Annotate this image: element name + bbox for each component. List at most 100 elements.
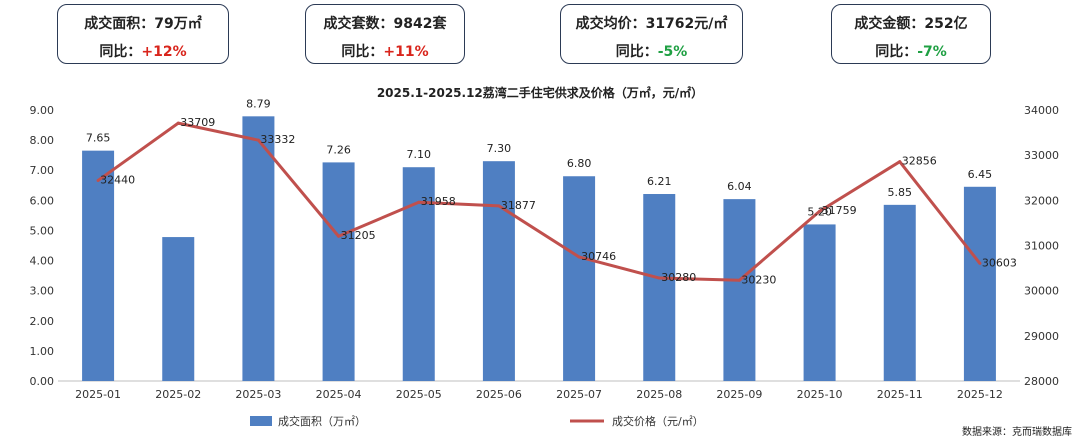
y-left-tick-label: 8.00 [30,134,55,147]
line-data-label: 30280 [661,271,696,284]
kpi-yoy: 同比：-5% [561,41,742,61]
line-data-label: 31205 [341,229,376,242]
y-right-tick-label: 32000 [1024,194,1059,207]
kpi-yoy-value: -7% [917,44,947,60]
price-point [497,204,501,208]
y-left-tick-label: 9.00 [30,104,55,117]
bar-data-label: 7.65 [86,132,111,145]
chart-title: 2025.1-2025.12荔湾二手住宅供求及价格（万㎡，元/㎡） [377,85,703,100]
line-data-label: 30603 [982,256,1017,269]
line-data-label: 33709 [180,116,215,129]
price-point [818,209,822,213]
bar [563,176,596,381]
x-tick-label: 2025-09 [716,388,762,401]
bar-data-label: 6.45 [968,168,993,181]
y-left-tick-label: 7.00 [30,164,55,177]
kpi-yoy: 同比：+12% [58,41,228,61]
price-point [577,255,581,259]
x-tick-label: 2025-05 [396,388,442,401]
bar-data-label: 7.26 [326,143,351,156]
price-line [97,121,982,282]
price-point [337,234,341,238]
price-point [417,200,421,204]
line-data-label: 30746 [581,250,616,263]
kpi-yoy-value: +11% [383,44,429,60]
y-left-tick-label: 4.00 [30,255,55,268]
line-data-label: 31877 [501,199,536,212]
y-right-tick-label: 28000 [1024,375,1059,388]
line-data-label: 32856 [902,155,937,168]
x-tick-label: 2025-11 [877,388,923,401]
kpi-yoy-label: 同比： [341,44,384,60]
bar [162,237,195,381]
x-tick-label: 2025-03 [235,388,281,401]
y-right-tick-label: 31000 [1024,240,1059,253]
bar-data-label: 5.20 [807,205,832,218]
y-left-tick-label: 3.00 [30,285,55,298]
bar [723,199,756,381]
kpi-card-amount: 成交金额：252亿 同比：-7% [831,4,991,64]
line-data-label: 31759 [822,204,857,217]
price-point [96,178,100,182]
bar-data-label: 6.21 [647,175,672,188]
price-point [737,278,741,282]
kpi-card-units: 成交套数：9842套 同比：+11% [305,4,465,64]
line-data-label: 30230 [741,273,776,286]
y-left-tick-label: 5.00 [30,224,55,237]
line-data-label: 31958 [421,195,456,208]
legend-label-line: 成交价格（元/㎡） [612,414,704,428]
y-left-tick-label: 6.00 [30,194,55,207]
x-tick-label: 2025-12 [957,388,1003,401]
bar [963,186,996,381]
price-point [657,276,661,280]
y-right-tick-label: 29000 [1024,330,1059,343]
y-right-tick-label: 33000 [1024,149,1059,162]
x-tick-label: 2025-10 [797,388,843,401]
x-tick-label: 2025-06 [476,388,522,401]
kpi-yoy: 同比：-7% [832,41,990,61]
legend-swatch-bar [250,416,272,426]
price-point [978,261,982,265]
bar [643,194,676,381]
kpi-yoy-label: 同比： [99,44,142,60]
x-tick-label: 2025-01 [75,388,121,401]
y-left-tick-label: 0.00 [30,375,55,388]
y-right-tick-label: 30000 [1024,285,1059,298]
x-tick-label: 2025-04 [316,388,362,401]
kpi-card-price: 成交均价：31762元/㎡ 同比：-5% [560,4,743,64]
x-tick-label: 2025-07 [556,388,602,401]
y-right-tick-label: 34000 [1024,104,1059,117]
kpi-yoy: 同比：+11% [306,41,464,61]
bar-data-label: 8.79 [246,97,271,110]
y-left-tick-label: 1.00 [30,345,55,358]
y-left-tick-label: 2.00 [30,315,55,328]
bar [82,150,115,381]
bar-data-label: 7.10 [407,148,432,161]
legend-label-bar: 成交面积（万㎡） [278,414,366,428]
line-data-label: 32440 [100,173,135,186]
bar [803,224,836,381]
bar-data-label: 6.04 [727,180,752,193]
bar [883,204,916,381]
bar [322,162,355,381]
kpi-yoy-value: -5% [657,44,688,60]
price-point [898,160,902,164]
kpi-title: 成交面积：79万㎡ [84,16,202,32]
line-data-label: 33332 [260,133,295,146]
kpi-yoy-value: +12% [141,44,187,60]
bar-data-label: 7.30 [487,142,512,155]
price-point [256,138,260,142]
kpi-yoy-label: 同比： [875,44,918,60]
kpi-title: 成交金额：252亿 [854,16,968,32]
kpi-title: 成交套数：9842套 [323,16,447,32]
kpi-yoy-label: 同比： [615,44,658,60]
x-tick-label: 2025-02 [155,388,201,401]
x-tick-label: 2025-08 [636,388,682,401]
price-point [176,121,180,125]
bar [482,161,515,381]
bar [242,116,275,381]
kpi-title: 成交均价：31762元/㎡ [575,16,728,32]
kpi-card-area: 成交面积：79万㎡ 同比：+12% [57,4,229,64]
bar-data-label: 5.85 [888,186,913,199]
